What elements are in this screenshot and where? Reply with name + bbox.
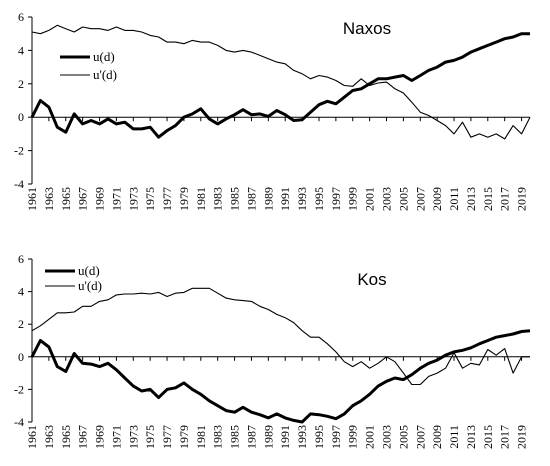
x-tick-label: 1983 — [211, 187, 225, 211]
x-tick-label: 1965 — [59, 187, 73, 211]
series-line-u-prime-d — [31, 24, 531, 140]
x-tick-label: 1965 — [59, 425, 73, 449]
chart-title: Kos — [357, 270, 386, 289]
x-tick-label: 1975 — [143, 187, 157, 211]
x-tick-label: 1963 — [42, 187, 56, 211]
legend-label-u-d: u(d) — [93, 49, 115, 64]
y-tick-label: 2 — [18, 317, 24, 331]
y-tick-label: -4 — [14, 415, 24, 429]
x-tick-label: 1963 — [42, 425, 56, 449]
x-tick-label: 1999 — [346, 187, 360, 211]
y-tick-label: 6 — [18, 252, 24, 266]
x-tick-label: 1973 — [126, 425, 140, 449]
x-tick-label: 1967 — [76, 187, 90, 211]
x-tick-label: 2019 — [515, 187, 529, 211]
x-tick-label: 1995 — [312, 425, 326, 449]
x-tick-label: 2003 — [380, 187, 394, 211]
x-tick-label: 2013 — [464, 425, 478, 449]
x-tick-label: 1993 — [295, 187, 309, 211]
x-tick-label: 1981 — [194, 425, 208, 449]
x-tick-label: 2015 — [481, 425, 495, 449]
x-tick-label: 2007 — [413, 187, 427, 211]
x-tick-label: 1995 — [312, 187, 326, 211]
x-tick-label: 1971 — [109, 187, 123, 211]
x-tick-label: 1981 — [194, 187, 208, 211]
x-tick-label: 1989 — [261, 425, 275, 449]
y-tick-label: 0 — [18, 350, 24, 364]
x-tick-label: 1991 — [278, 187, 292, 211]
legend-label-u-prime-d: u'(d) — [78, 278, 102, 293]
x-tick-label: 1991 — [278, 425, 292, 449]
y-tick-label: 6 — [18, 10, 24, 24]
x-tick-label: 1969 — [93, 187, 107, 211]
x-tick-label: 1983 — [211, 425, 225, 449]
x-tick-label: 1971 — [109, 425, 123, 449]
x-tick-label: 2011 — [447, 425, 461, 449]
x-tick-label: 1969 — [93, 425, 107, 449]
chart-title: Naxos — [343, 19, 391, 38]
x-tick-label: 1997 — [329, 187, 343, 211]
x-tick-label: 1977 — [160, 425, 174, 449]
y-tick-label: 0 — [18, 110, 24, 124]
y-tick-label: 4 — [18, 43, 24, 57]
x-tick-label: 2001 — [363, 425, 377, 449]
x-tick-label: 1977 — [160, 187, 174, 211]
x-tick-label: 1999 — [346, 425, 360, 449]
x-tick-label: 2017 — [498, 425, 512, 449]
series-line-u-d — [30, 32, 530, 139]
legend-label-u-prime-d: u'(d) — [93, 67, 117, 82]
x-tick-label: 2005 — [396, 425, 410, 449]
x-tick-label: 2015 — [481, 187, 495, 211]
x-tick-label: 2017 — [498, 187, 512, 211]
x-tick-label: 1979 — [177, 425, 191, 449]
y-tick-label: 2 — [18, 77, 24, 91]
x-tick-label: 2009 — [430, 187, 444, 211]
x-tick-label: 2001 — [363, 187, 377, 211]
x-tick-label: 1989 — [261, 187, 275, 211]
x-tick-label: 1961 — [25, 425, 39, 449]
x-tick-label: 1961 — [25, 187, 39, 211]
x-tick-label: 2009 — [430, 425, 444, 449]
x-tick-label: 1967 — [76, 425, 90, 449]
x-tick-label: 1993 — [295, 425, 309, 449]
y-tick-label: -2 — [14, 382, 24, 396]
x-tick-label: 1987 — [244, 187, 258, 211]
x-tick-label: 1985 — [228, 425, 242, 449]
x-tick-label: 2003 — [380, 425, 394, 449]
legend-label-u-d: u(d) — [78, 263, 100, 278]
x-tick-label: 1975 — [143, 425, 157, 449]
x-tick-label: 1985 — [228, 187, 242, 211]
x-tick-label: 1979 — [177, 187, 191, 211]
x-tick-label: 2005 — [396, 187, 410, 211]
x-tick-label: 2019 — [515, 425, 529, 449]
y-tick-label: -2 — [14, 144, 24, 158]
x-tick-label: 2013 — [464, 187, 478, 211]
series-line-u-d — [30, 329, 531, 424]
x-tick-label: 1997 — [329, 425, 343, 449]
y-tick-label: -4 — [14, 177, 24, 191]
x-tick-label: 1973 — [126, 187, 140, 211]
x-tick-label: 2007 — [413, 425, 427, 449]
x-tick-label: 2011 — [447, 187, 461, 211]
x-tick-label: 1987 — [244, 425, 258, 449]
series-line-u-prime-d — [31, 287, 530, 386]
y-tick-label: 4 — [18, 285, 24, 299]
